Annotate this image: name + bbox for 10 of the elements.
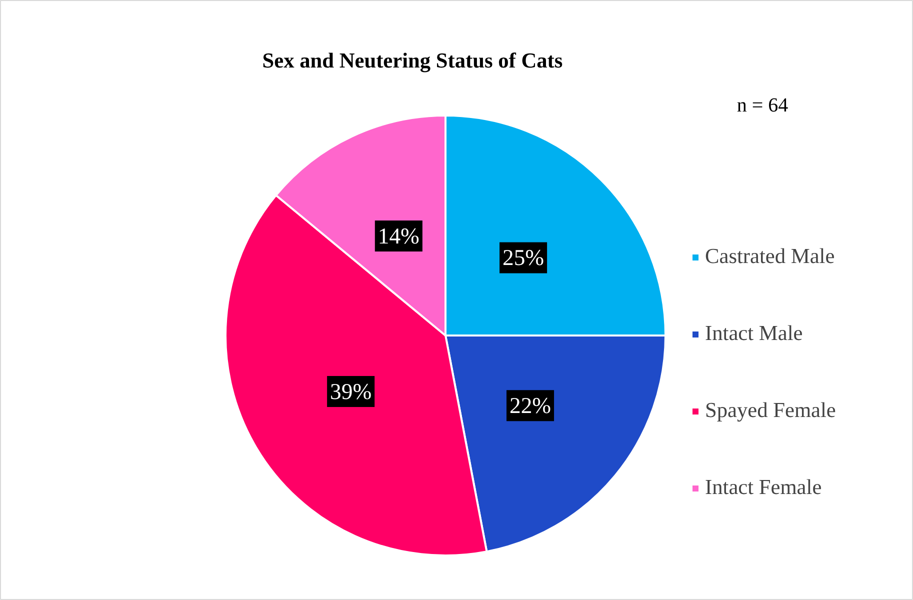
legend-label: Castrated Male bbox=[705, 244, 835, 269]
chart-title: Sex and Neutering Status of Cats bbox=[262, 48, 563, 72]
legend-label: Spayed Female bbox=[705, 398, 836, 423]
legend-label: Intact Female bbox=[705, 475, 822, 500]
data-label: 39% bbox=[330, 378, 372, 404]
text: n = 64 bbox=[736, 94, 788, 116]
legend-label: Intact Male bbox=[705, 321, 803, 346]
data-label: 25% bbox=[502, 245, 544, 270]
data-label: 22% bbox=[509, 393, 552, 418]
data-label: 14% bbox=[378, 223, 420, 248]
